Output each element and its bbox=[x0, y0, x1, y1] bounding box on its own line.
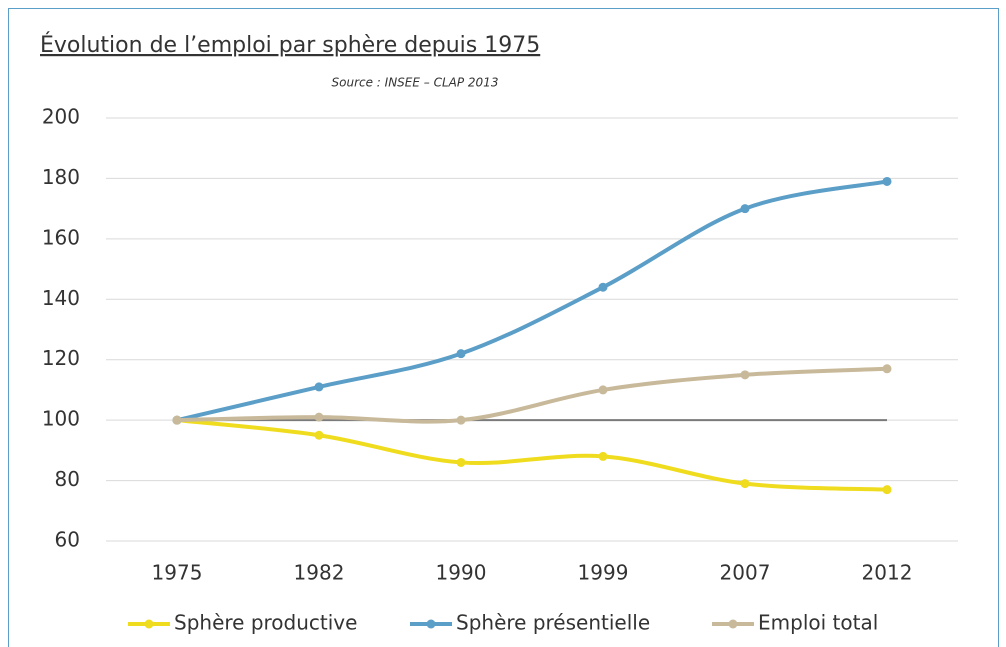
series-line bbox=[175, 366, 889, 424]
y-tick-label: 160 bbox=[42, 225, 80, 249]
y-tick-label: 180 bbox=[42, 165, 80, 189]
point bbox=[456, 415, 466, 425]
point bbox=[598, 451, 608, 461]
x-tick-label: 2012 bbox=[862, 561, 913, 585]
y-tick-label: 80 bbox=[55, 467, 80, 491]
series-line bbox=[175, 179, 889, 423]
point bbox=[882, 485, 892, 495]
point bbox=[740, 204, 750, 214]
legend-marker bbox=[144, 619, 154, 629]
x-tick-label: 1975 bbox=[152, 561, 203, 585]
y-tick-label: 100 bbox=[42, 407, 80, 431]
frame bbox=[8, 8, 999, 647]
x-tick-label: 1990 bbox=[436, 561, 487, 585]
point bbox=[882, 176, 892, 186]
point bbox=[456, 457, 466, 467]
legend-marker bbox=[728, 619, 738, 629]
y-tick-label: 200 bbox=[42, 105, 80, 129]
point bbox=[598, 385, 608, 395]
point bbox=[740, 370, 750, 380]
x-tick-label: 1982 bbox=[294, 561, 345, 585]
legend-label: Emploi total bbox=[758, 611, 878, 635]
legend-label: Sphère productive bbox=[174, 611, 357, 635]
point bbox=[314, 412, 324, 422]
y-tick-label: 120 bbox=[42, 346, 80, 370]
series-line bbox=[175, 418, 889, 492]
y-tick-label: 60 bbox=[55, 528, 80, 552]
point bbox=[456, 349, 466, 359]
point bbox=[314, 382, 324, 392]
x-tick-label: 2007 bbox=[720, 561, 771, 585]
y-tick-label: 140 bbox=[42, 286, 80, 310]
legend-label: Sphère présentielle bbox=[456, 611, 650, 635]
point bbox=[172, 415, 182, 425]
point bbox=[882, 364, 892, 374]
chart-subtitle: Source : INSEE – CLAP 2013 bbox=[332, 76, 499, 90]
point bbox=[598, 282, 608, 292]
point bbox=[314, 430, 324, 440]
legend-marker bbox=[426, 619, 436, 629]
x-tick-label: 1999 bbox=[578, 561, 629, 585]
point bbox=[740, 479, 750, 489]
chart-title: Évolution de l’emploi par sphère depuis … bbox=[40, 32, 540, 58]
